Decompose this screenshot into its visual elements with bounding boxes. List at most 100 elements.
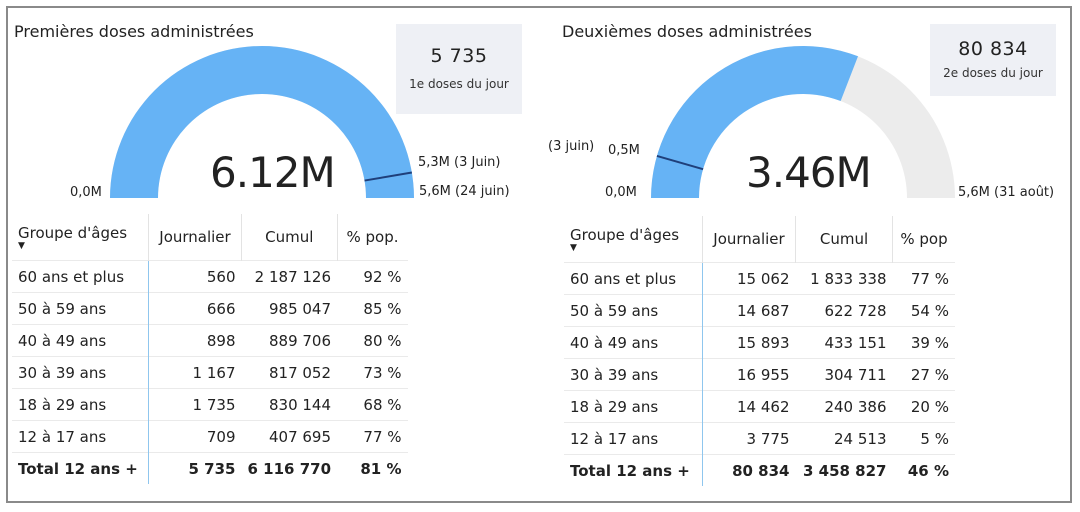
cell-pct: 27 % (892, 358, 955, 391)
cell-cumul: 830 144 (241, 388, 338, 421)
cell-cumul: 817 052 (241, 356, 338, 389)
cell-age: 50 à 59 ans (564, 294, 703, 327)
cell-daily: 1 167 (148, 356, 242, 389)
cell-cumul: 889 706 (241, 324, 338, 357)
cell-age: 60 ans et plus (12, 260, 149, 293)
kpi-card: 80 834 2e doses du jour (930, 24, 1056, 96)
table-row[interactable]: 40 à 49 ans 898 889 706 80 % (12, 324, 408, 357)
column-header-cumul[interactable]: Cumul (795, 216, 893, 263)
gauge-min-label: 0,0M (605, 185, 637, 200)
table-row[interactable]: 40 à 49 ans 15 893 433 151 39 % (564, 326, 955, 359)
sort-descending-icon[interactable]: ▼ (570, 243, 577, 253)
table-row[interactable]: 30 à 39 ans 1 167 817 052 73 % (12, 356, 408, 389)
table-row[interactable]: 18 à 29 ans 14 462 240 386 20 % (564, 390, 955, 423)
cell-cumul: 304 711 (795, 358, 893, 391)
kpi-value: 80 834 (958, 38, 1028, 60)
table-row[interactable]: 12 à 17 ans 3 775 24 513 5 % (564, 422, 955, 455)
table-row[interactable]: 12 à 17 ans 709 407 695 77 % (12, 420, 408, 453)
column-header-daily[interactable]: Journalier (702, 216, 796, 263)
cell-pct: 5 % (892, 422, 955, 455)
cell-daily: 666 (148, 292, 242, 325)
cell-age: 30 à 39 ans (12, 356, 149, 389)
panel-title: Deuxièmes doses administrées (562, 22, 812, 41)
table-row[interactable]: 30 à 39 ans 16 955 304 711 27 % (564, 358, 955, 391)
cell-cumul: 6 116 770 (241, 452, 338, 484)
table-row[interactable]: 18 à 29 ans 1 735 830 144 68 % (12, 388, 408, 421)
cell-pct: 81 % (337, 452, 408, 484)
column-header-cumul[interactable]: Cumul (241, 214, 338, 261)
cell-age: 40 à 49 ans (12, 324, 149, 357)
gauge-target-line (364, 171, 413, 182)
first-doses-table: Groupe d'âges ▼ Journalier Cumul % pop. … (12, 214, 408, 484)
cell-cumul: 1 833 338 (795, 262, 893, 295)
column-header-label: Groupe d'âges (18, 224, 128, 242)
gauge-min-label: 0,0M (70, 185, 102, 200)
sort-descending-icon[interactable]: ▼ (18, 241, 25, 251)
gauge-fill (110, 46, 414, 198)
first-doses-gauge[interactable] (8, 8, 548, 213)
gauge-max-label: 5,6M (31 août) (958, 185, 1055, 200)
cell-pct: 68 % (337, 388, 408, 421)
gauge-value: 3.46M (746, 148, 872, 197)
cell-daily: 560 (148, 260, 242, 293)
cell-age: Total 12 ans + (564, 454, 703, 486)
cell-daily: 14 462 (702, 390, 796, 423)
cell-age: Total 12 ans + (12, 452, 149, 484)
table-row[interactable]: 50 à 59 ans 666 985 047 85 % (12, 292, 408, 325)
cell-age: 18 à 29 ans (564, 390, 703, 423)
kpi-label: 2e doses du jour (943, 66, 1043, 80)
table-total-row[interactable]: Total 12 ans + 80 834 3 458 827 46 % (564, 454, 955, 486)
cell-daily: 14 687 (702, 294, 796, 327)
cell-age: 18 à 29 ans (12, 388, 149, 421)
cell-daily: 898 (148, 324, 242, 357)
second-doses-panel: Deuxièmes doses administrées 80 834 2e d… (548, 8, 1072, 501)
dashboard-frame: Premières doses administrées 5 735 1e do… (6, 6, 1072, 503)
gauge-target-label: 5,3M (3 Juin) (418, 155, 501, 170)
table-header-row: Groupe d'âges ▼ Journalier Cumul % pop. (12, 214, 408, 261)
table-row[interactable]: 50 à 59 ans 14 687 622 728 54 % (564, 294, 955, 327)
second-doses-gauge[interactable] (556, 8, 1072, 213)
table-row[interactable]: 60 ans et plus 15 062 1 833 338 77 % (564, 262, 955, 295)
gauge-value: 6.12M (210, 148, 336, 197)
table-row[interactable]: 60 ans et plus 560 2 187 126 92 % (12, 260, 408, 293)
cell-pct: 85 % (337, 292, 408, 325)
gauge-fill (651, 46, 859, 198)
cell-daily: 16 955 (702, 358, 796, 391)
cell-pct: 54 % (892, 294, 955, 327)
cell-daily: 80 834 (702, 454, 796, 486)
cell-age: 60 ans et plus (564, 262, 703, 295)
kpi-value: 5 735 (430, 45, 488, 67)
cell-pct: 20 % (892, 390, 955, 423)
table-total-row[interactable]: Total 12 ans + 5 735 6 116 770 81 % (12, 452, 408, 484)
column-header-daily[interactable]: Journalier (148, 214, 242, 261)
cell-cumul: 433 151 (795, 326, 893, 359)
cell-pct: 39 % (892, 326, 955, 359)
column-header-label: Groupe d'âges (570, 226, 680, 244)
cell-daily: 15 062 (702, 262, 796, 295)
cell-daily: 3 775 (702, 422, 796, 455)
cell-cumul: 622 728 (795, 294, 893, 327)
second-doses-table: Groupe d'âges ▼ Journalier Cumul % pop 6… (564, 216, 955, 486)
kpi-label: 1e doses du jour (409, 77, 509, 91)
cell-pct: 77 % (892, 262, 955, 295)
first-doses-panel: Premières doses administrées 5 735 1e do… (8, 8, 548, 501)
cell-daily: 1 735 (148, 388, 242, 421)
column-header-age[interactable]: Groupe d'âges ▼ (564, 216, 703, 263)
cell-cumul: 240 386 (795, 390, 893, 423)
gauge-target-line (656, 154, 704, 171)
column-header-pct[interactable]: % pop (892, 216, 955, 263)
cell-age: 40 à 49 ans (564, 326, 703, 359)
cell-age: 12 à 17 ans (12, 420, 149, 453)
cell-pct: 77 % (337, 420, 408, 453)
cell-age: 50 à 59 ans (12, 292, 149, 325)
cell-age: 30 à 39 ans (564, 358, 703, 391)
cell-pct: 73 % (337, 356, 408, 389)
gauge-target-value-label: 0,5M (608, 143, 640, 158)
kpi-card: 5 735 1e doses du jour (396, 24, 522, 114)
gauge-target-date-label: (3 juin) (548, 139, 595, 154)
cell-age: 12 à 17 ans (564, 422, 703, 455)
cell-pct: 46 % (892, 454, 955, 486)
column-header-pct[interactable]: % pop. (336, 214, 408, 261)
cell-cumul: 24 513 (795, 422, 893, 455)
column-header-age[interactable]: Groupe d'âges ▼ (12, 214, 149, 261)
